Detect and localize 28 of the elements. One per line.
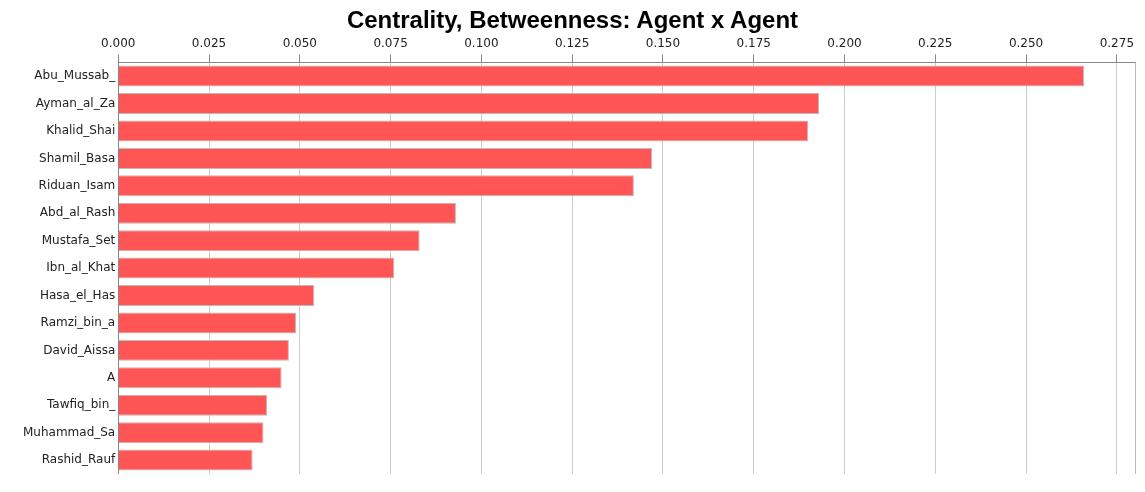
x-tick-label: 0.025: [191, 36, 227, 51]
y-tick-label: Abu_Mussab_: [34, 68, 117, 83]
y-tick-label: A: [107, 369, 117, 384]
x-tick-label: 0.125: [554, 36, 590, 51]
x-tick-label: 0.200: [827, 36, 862, 51]
x-tick-label: 0.000: [101, 36, 136, 51]
y-tick-label: Hasa_el_Has: [39, 287, 116, 302]
y-tick-label: Ibn_al_Khat: [46, 260, 116, 275]
x-tick-label: 0.075: [373, 36, 408, 51]
y-tick-label: Muhammad_Sa: [22, 424, 116, 439]
x-tick-label: 0.250: [1008, 36, 1044, 51]
x-tick-label: 0.150: [645, 36, 681, 51]
y-tick-label: David_Aissa: [43, 342, 116, 357]
y-tick-label: Abd_al_Rash: [39, 205, 116, 220]
y-tick-label: Rashid_Rauf: [41, 452, 117, 467]
y-tick-label: Ramzi_bin_a: [40, 315, 116, 330]
y-tick-label: Khalid_Shai: [46, 123, 116, 138]
x-tick-label: 0.050: [282, 36, 317, 51]
x-tick-label: 0.275: [1099, 36, 1135, 51]
x-tick-label: 0.100: [464, 36, 499, 51]
y-tick-label: Mustafa_Set: [41, 232, 116, 247]
x-tick-label: 0.225: [918, 36, 953, 51]
x-tick-label: 0.175: [736, 36, 771, 51]
y-tick-label: Shamil_Basa: [39, 150, 116, 165]
y-tick-label: Ayman_al_Za: [35, 95, 116, 110]
y-tick-label: Riduan_Isam: [38, 177, 116, 192]
chart-title: Centrality, Betweenness: Agent x Agent: [345, 6, 800, 34]
y-tick-label: Tawfiq_bin_: [45, 397, 117, 412]
